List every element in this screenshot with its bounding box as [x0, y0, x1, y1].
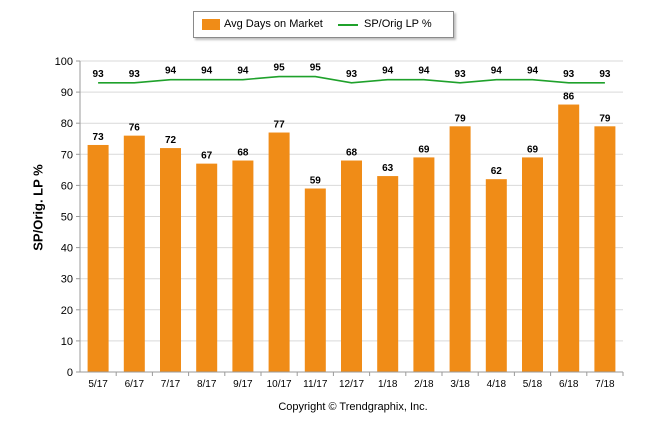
y-tick-label: 90: [61, 87, 73, 99]
x-tick-label: 8/17: [197, 379, 217, 390]
line-sp-orig-lp: [98, 75, 605, 84]
x-tick-label: 11/17: [303, 379, 328, 390]
bar-value-label: 76: [129, 123, 141, 134]
bar-value-label: 63: [382, 163, 394, 174]
bar-4/18: [485, 179, 507, 372]
x-tick-label: 10/17: [267, 379, 292, 390]
bar-value-label: 62: [491, 166, 503, 177]
line-value-label: 93: [563, 69, 575, 80]
line-value-label: 94: [382, 66, 394, 77]
line-value-label: 94: [418, 66, 430, 77]
x-tick-label: 6/18: [559, 379, 579, 390]
line-value-label: 93: [93, 69, 105, 80]
bar-10/17: [268, 132, 290, 372]
bars: [87, 104, 616, 372]
copyright-text: Copyright © Trendgraphix, Inc.: [278, 401, 428, 413]
x-tick-label: 4/18: [487, 379, 507, 390]
bar-11/17: [304, 188, 326, 372]
bar-12/17: [341, 160, 362, 372]
y-axis-label: SP/Orig. LP %: [30, 164, 46, 251]
y-tick-label: 0: [67, 367, 73, 379]
bar-1/18: [377, 176, 399, 372]
y-tick-label: 80: [61, 118, 73, 130]
bar-value-label: 69: [527, 144, 539, 155]
x-tick-label: 12/17: [339, 379, 364, 390]
legend-swatch-bar: [202, 19, 220, 30]
bar-5/18: [522, 157, 543, 372]
bar-value-label: 79: [455, 113, 467, 124]
line-value-label: 93: [129, 69, 141, 80]
bar-value-label: 69: [418, 144, 430, 155]
bar-value-label: 72: [165, 135, 177, 146]
bar-7/17: [160, 148, 181, 372]
line-value-label: 95: [310, 63, 322, 74]
bar-value-label: 73: [93, 132, 105, 143]
line-value-label: 94: [165, 66, 177, 77]
bar-value-label: 79: [599, 113, 611, 124]
y-tick-label: 30: [61, 274, 73, 286]
x-tick-label: 9/17: [233, 379, 253, 390]
y-tick-label: 50: [61, 212, 73, 224]
x-tick-label: 1/18: [378, 379, 398, 390]
bar-value-label: 68: [346, 148, 358, 159]
line-series: [98, 75, 605, 84]
x-tick-label: 6/17: [125, 379, 145, 390]
x-tick-label: 7/18: [595, 379, 615, 390]
y-tick-label: 60: [61, 180, 73, 192]
bar-3/18: [449, 126, 471, 372]
x-tick-label: 5/18: [523, 379, 543, 390]
bar-6/18: [558, 104, 580, 372]
bar-value-label: 59: [310, 176, 322, 187]
bar-value-label: 67: [201, 151, 213, 162]
y-tick-label: 100: [55, 56, 73, 68]
x-tick-label: 3/18: [450, 379, 470, 390]
y-tick-label: 40: [61, 243, 73, 255]
line-value-label: 94: [491, 66, 503, 77]
x-tick-label: 2/18: [414, 379, 434, 390]
line-value-label: 94: [201, 66, 213, 77]
line-value-label: 93: [346, 69, 358, 80]
data-labels: 73 76 72 67 68 77 59 68 63 69 79 62 69 86 79 93 93 94 94 94…: [93, 63, 611, 187]
line-value-label: 93: [455, 69, 467, 80]
y-tick-label: 70: [61, 149, 73, 161]
line-value-label: 94: [237, 66, 249, 77]
x-tick-label: 5/17: [88, 379, 108, 390]
bar-9/17: [232, 160, 254, 372]
line-value-label: 93: [599, 69, 611, 80]
line-value-label: 95: [274, 63, 286, 74]
axes: 0 10 20 30 40 50 60 70 80 90 100 5/17 6/17 7/17 8/17 9/…: [55, 56, 624, 390]
bar-5/17: [87, 144, 109, 372]
bar-value-label: 77: [274, 120, 286, 131]
legend-label-sp-orig-lp: SP/Orig LP %: [364, 18, 432, 30]
line-value-label: 94: [527, 66, 539, 77]
bar-7/18: [594, 126, 616, 372]
bar-2/18: [413, 157, 435, 372]
x-tick-label: 7/17: [161, 379, 181, 390]
bar-value-label: 86: [563, 92, 575, 103]
bar-value-label: 68: [237, 148, 249, 159]
bar-6/17: [123, 135, 145, 372]
legend-label-days-on-market: Avg Days on Market: [224, 18, 323, 30]
y-tick-label: 10: [61, 336, 73, 348]
bar-8/17: [196, 163, 218, 372]
legend: Avg Days on Market SP/Orig LP %: [193, 11, 454, 38]
y-tick-label: 20: [61, 305, 73, 317]
legend-swatch-line: [338, 24, 358, 26]
